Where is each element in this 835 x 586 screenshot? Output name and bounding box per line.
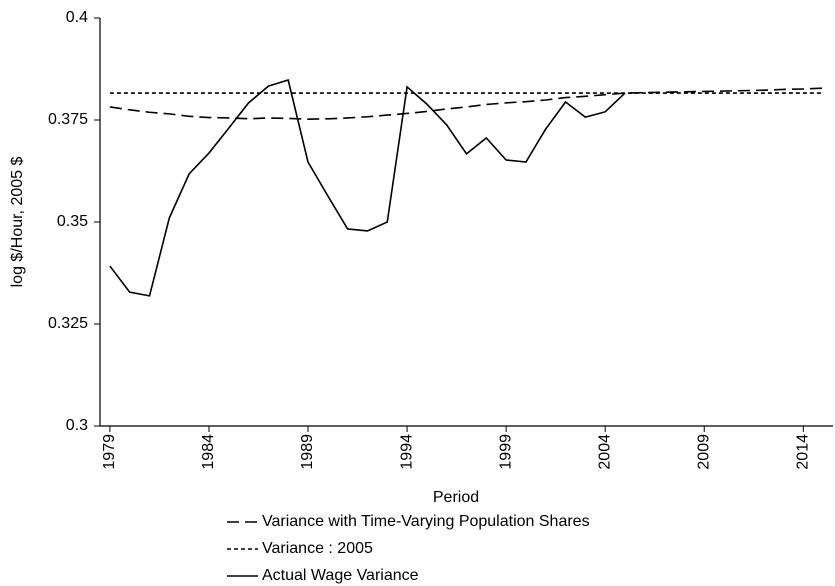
x-axis-label: Period	[433, 489, 479, 506]
legend-label: Variance with Time-Varying Population Sh…	[262, 513, 590, 530]
series-line	[109, 79, 626, 297]
y-tick-label: 0.325	[48, 315, 88, 332]
legend-label: Actual Wage Variance	[262, 567, 419, 584]
y-tick-label: 0.35	[57, 213, 88, 230]
legend-label: Variance : 2005	[262, 540, 373, 557]
y-tick-label: 0.375	[48, 111, 88, 128]
x-tick-label: 2014	[795, 434, 812, 470]
x-tick-label: 1989	[299, 434, 316, 470]
x-tick-label: 2004	[596, 434, 613, 470]
series-line	[109, 87, 824, 120]
x-tick-label: 1994	[398, 434, 415, 470]
y-tick-label: 0.4	[66, 9, 88, 26]
y-tick-label: 0.3	[66, 417, 88, 434]
x-tick-label: 1979	[101, 434, 118, 470]
x-tick-label: 1999	[497, 434, 514, 470]
x-tick-label: 1984	[200, 434, 217, 470]
y-axis-label: log $/Hour, 2005 $	[9, 157, 26, 288]
x-tick-label: 2009	[695, 434, 712, 470]
